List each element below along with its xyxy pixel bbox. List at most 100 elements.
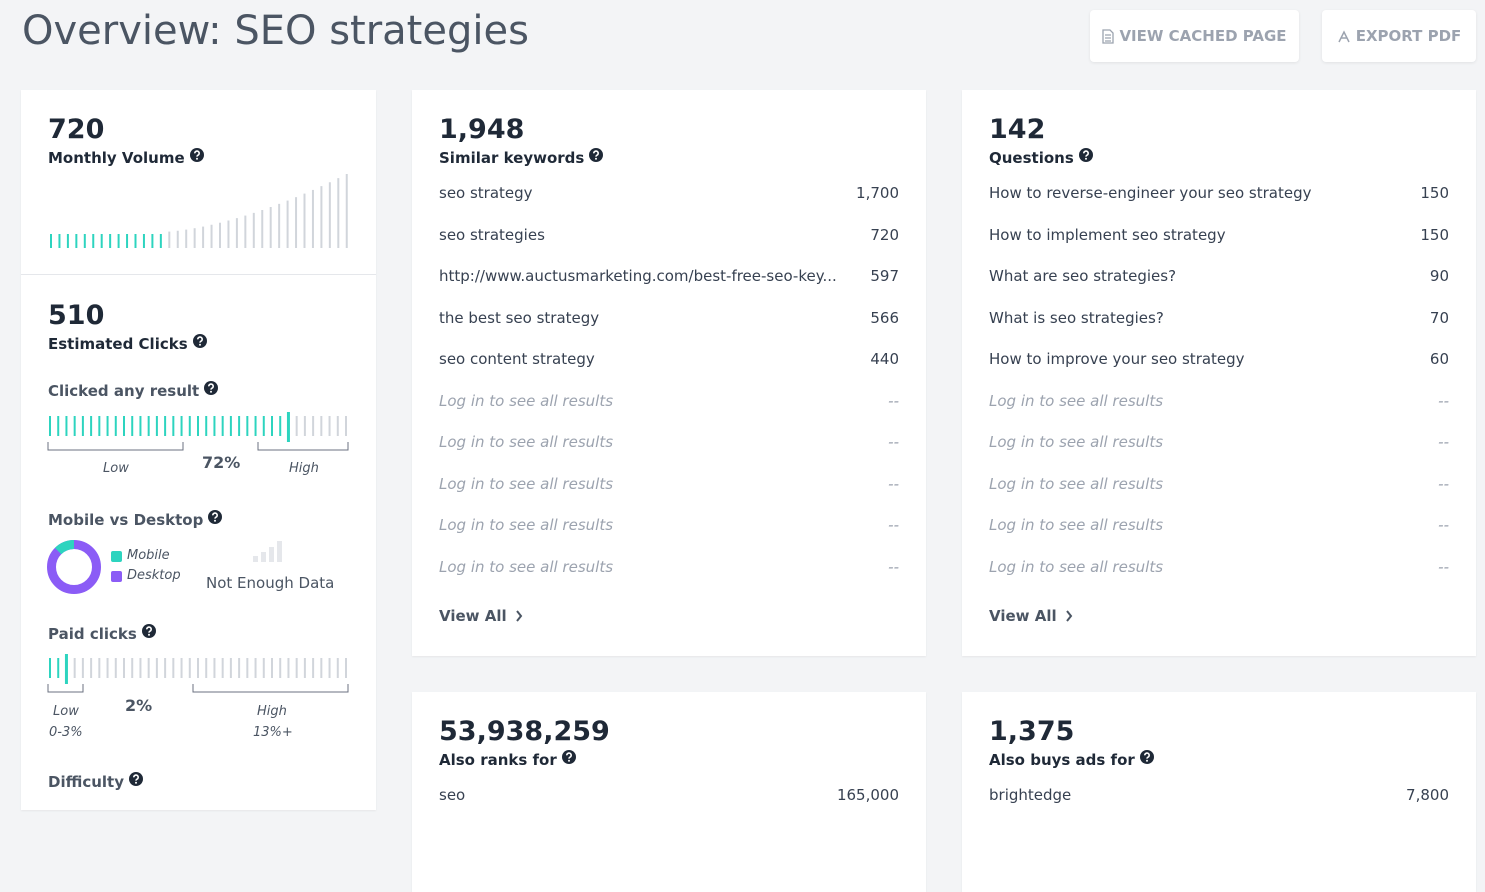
help-icon[interactable] bbox=[128, 772, 143, 790]
row-label: Log in to see all results bbox=[989, 557, 1164, 576]
card-value: 1,375 bbox=[989, 716, 1075, 747]
questions-card: 142 Questions How to reverse-engineer your… bbox=[962, 90, 1476, 656]
legend-label: Mobile bbox=[127, 548, 170, 563]
help-icon[interactable] bbox=[204, 381, 219, 399]
clicked-value: 72% bbox=[202, 453, 241, 472]
volume-sparkline bbox=[50, 174, 348, 248]
question-icon bbox=[204, 381, 219, 395]
view-all-link[interactable]: View All bbox=[989, 607, 1073, 625]
legend-swatch bbox=[111, 551, 122, 562]
row-value: 1,700 bbox=[856, 184, 899, 202]
row-value: -- bbox=[888, 474, 899, 493]
row-label: brightedge bbox=[989, 786, 1072, 804]
label-text: Questions bbox=[989, 149, 1074, 167]
page: Overview: SEO strategies VIEW CACHED PAG… bbox=[21, 8, 1476, 892]
row-label: Log in to see all results bbox=[439, 557, 614, 576]
high-label: High bbox=[289, 461, 319, 476]
low-label: Low bbox=[53, 704, 79, 719]
label-text: Estimated Clicks bbox=[48, 335, 188, 353]
range-bracket bbox=[47, 442, 184, 451]
clicks-value: 510 bbox=[48, 300, 105, 331]
question-icon bbox=[561, 750, 576, 764]
card-value: 142 bbox=[989, 114, 1046, 145]
row-value: 90 bbox=[1429, 267, 1449, 285]
clicked-any-label: Clicked any result bbox=[48, 381, 219, 400]
row-label: How to implement seo strategy bbox=[989, 225, 1226, 244]
row-label: How to improve your seo strategy bbox=[989, 350, 1245, 368]
row-value: 150 bbox=[1420, 225, 1449, 244]
row-label: seo bbox=[439, 786, 466, 804]
clicks-label: Estimated Clicks bbox=[48, 334, 207, 353]
legend-label: Desktop bbox=[127, 568, 181, 583]
row-value: 566 bbox=[870, 308, 899, 327]
paid-label: Paid clicks bbox=[48, 624, 156, 643]
row-value: 440 bbox=[870, 350, 899, 368]
row-label: seo strategies bbox=[439, 225, 545, 244]
also-ranks-card: 53,938,259 Also ranks for seo 165,000 bbox=[412, 692, 926, 892]
row-value: 150 bbox=[1420, 184, 1449, 202]
help-icon[interactable] bbox=[1139, 750, 1154, 768]
help-icon[interactable] bbox=[561, 750, 576, 768]
help-icon[interactable] bbox=[589, 148, 604, 166]
mobile-segment bbox=[54, 540, 75, 555]
similar-keywords-card: 1,948 Similar keywords seo strategy 1,700 se… bbox=[412, 90, 926, 656]
desktop-segment bbox=[47, 540, 101, 594]
row-value: -- bbox=[888, 516, 899, 534]
label-text: Difficulty bbox=[48, 773, 124, 791]
row-value: -- bbox=[1438, 474, 1449, 493]
range-bracket bbox=[47, 684, 84, 693]
question-icon bbox=[189, 148, 204, 162]
card-label: Similar keywords bbox=[439, 148, 604, 167]
row-label: Log in to see all results bbox=[439, 516, 614, 534]
row-value: 720 bbox=[870, 225, 899, 244]
row-value: 165,000 bbox=[836, 786, 899, 804]
row-label: What are seo strategies? bbox=[989, 267, 1177, 285]
question-icon bbox=[192, 334, 207, 348]
link-text: View All bbox=[989, 607, 1057, 625]
difficulty-label: Difficulty bbox=[48, 772, 143, 791]
low-range: 0-3% bbox=[49, 725, 83, 740]
paid-gauge bbox=[47, 654, 349, 693]
clicked-gauge bbox=[47, 412, 349, 451]
row-value: -- bbox=[888, 391, 899, 410]
row-value: -- bbox=[888, 433, 899, 451]
metrics-card: 720 Monthly Volume 510 Estimated Clicks … bbox=[21, 90, 376, 810]
label-text: Also ranks for bbox=[439, 751, 557, 769]
export-pdf-button[interactable]: EXPORT PDF bbox=[1322, 10, 1476, 62]
row-value: -- bbox=[888, 557, 899, 576]
no-data-icon bbox=[253, 541, 282, 562]
card-label: Also buys ads for bbox=[989, 750, 1154, 769]
help-icon[interactable] bbox=[1078, 148, 1093, 166]
help-icon[interactable] bbox=[208, 510, 223, 528]
help-icon[interactable] bbox=[141, 624, 156, 642]
question-icon bbox=[141, 624, 156, 638]
button-label: EXPORT PDF bbox=[1355, 27, 1462, 45]
card-label: Also ranks for bbox=[439, 750, 576, 769]
no-data-note: Not Enough Data bbox=[206, 574, 335, 592]
view-cached-button[interactable]: VIEW CACHED PAGE bbox=[1090, 10, 1299, 62]
row-value: 60 bbox=[1429, 350, 1449, 368]
row-value: 597 bbox=[870, 267, 899, 285]
row-value: -- bbox=[1438, 557, 1449, 576]
question-icon bbox=[589, 148, 604, 162]
doc-icon bbox=[1102, 28, 1115, 44]
row-value: 7,800 bbox=[1406, 786, 1449, 804]
low-label: Low bbox=[103, 461, 129, 476]
row-label: Log in to see all results bbox=[989, 474, 1164, 493]
row-label: seo strategy bbox=[439, 184, 533, 202]
help-icon[interactable] bbox=[192, 334, 207, 352]
view-all-link[interactable]: View All bbox=[439, 607, 523, 625]
row-label: How to reverse-engineer your seo strateg… bbox=[989, 184, 1312, 202]
card-value: 1,948 bbox=[439, 114, 525, 145]
row-label: Log in to see all results bbox=[989, 391, 1164, 410]
help-icon[interactable] bbox=[189, 148, 204, 166]
row-label: Log in to see all results bbox=[989, 433, 1164, 451]
page-title: Overview: SEO strategies bbox=[22, 8, 529, 54]
question-icon bbox=[1078, 148, 1093, 162]
card-label: Questions bbox=[989, 148, 1093, 167]
link-text: View All bbox=[439, 607, 507, 625]
range-bracket bbox=[257, 442, 349, 451]
device-label: Mobile vs Desktop bbox=[48, 510, 223, 529]
range-bracket bbox=[192, 684, 349, 693]
row-label: Log in to see all results bbox=[439, 391, 614, 410]
